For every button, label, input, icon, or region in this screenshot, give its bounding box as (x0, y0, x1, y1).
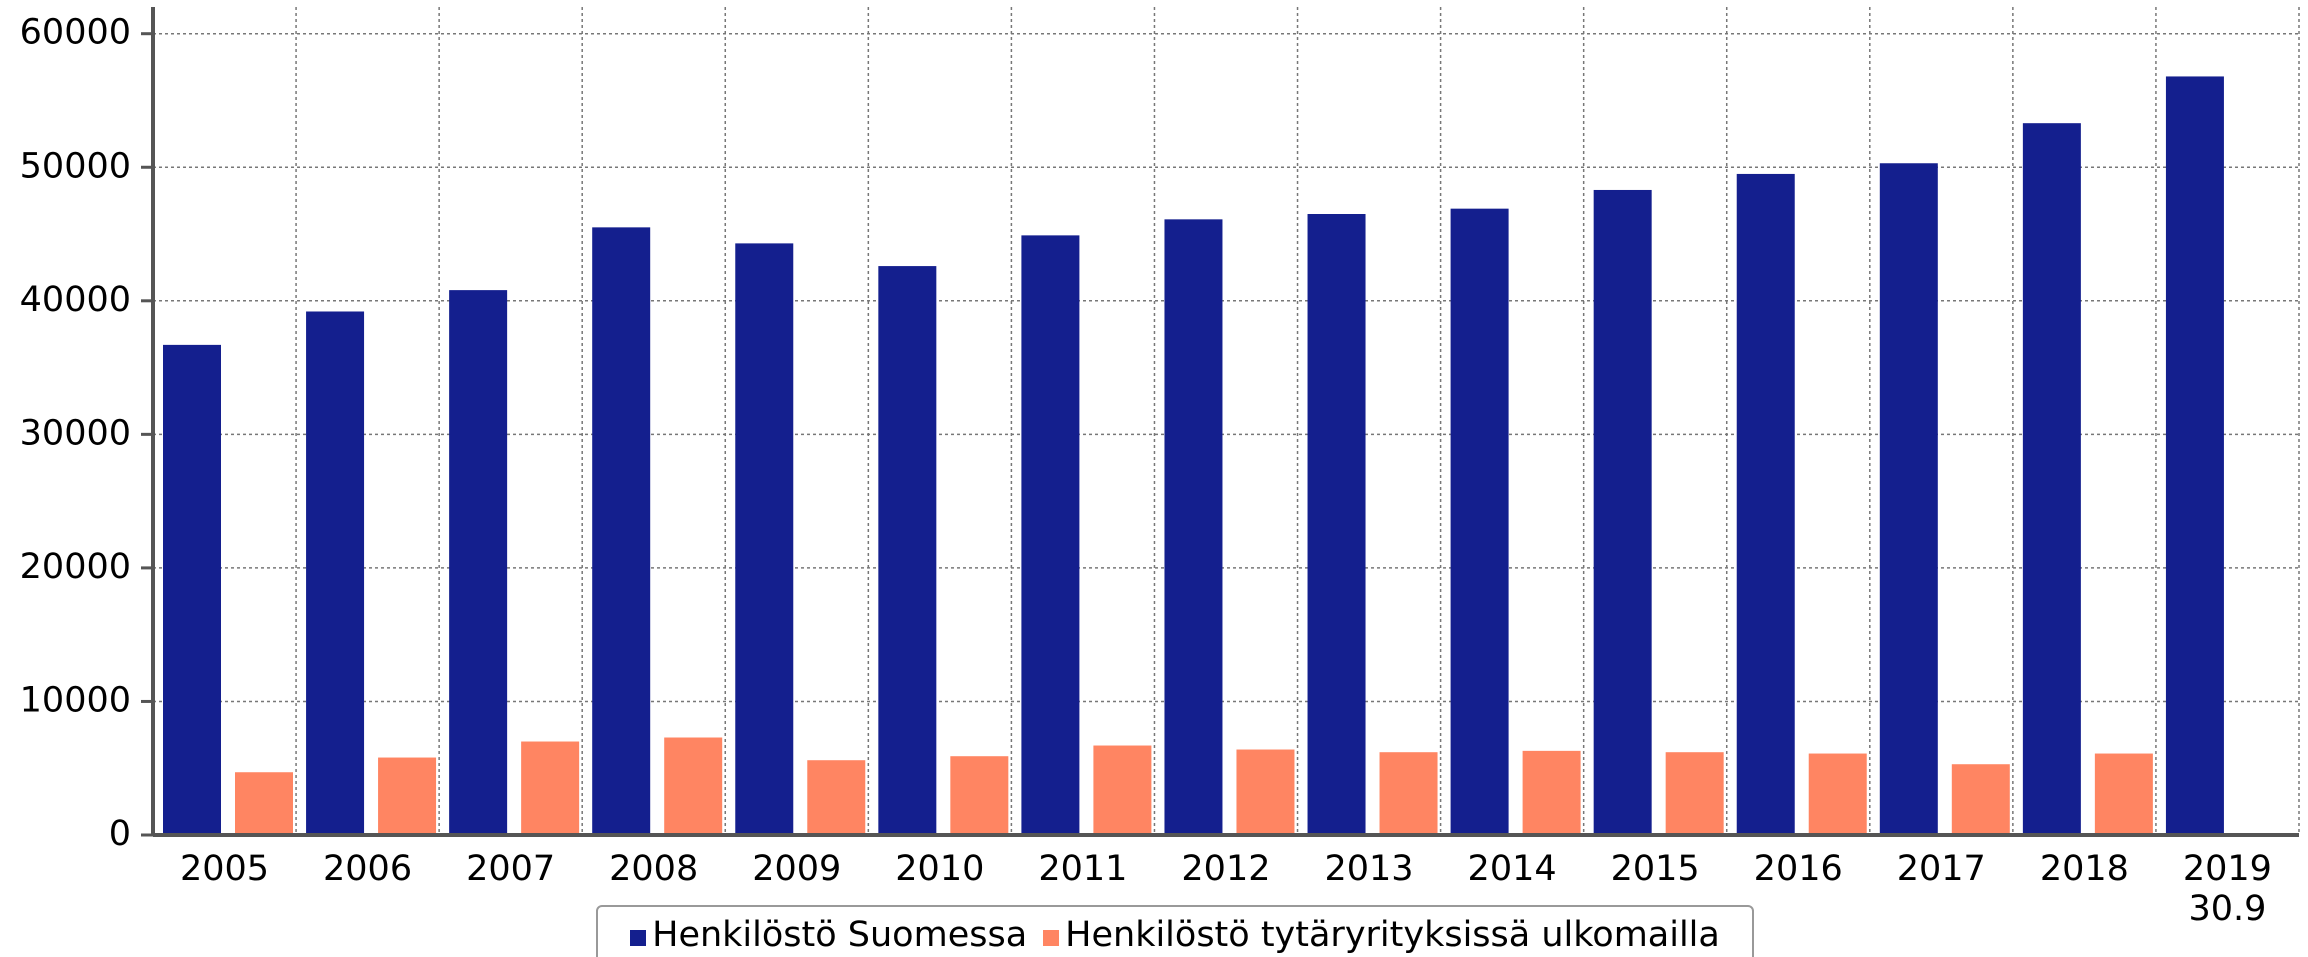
bar (306, 311, 365, 835)
x-tick-label: 2015 (1610, 849, 1700, 889)
bar (1665, 752, 1724, 835)
x-tick-label: 2018 (2039, 849, 2129, 889)
bar (2094, 753, 2153, 835)
bar (2022, 123, 2081, 836)
bar (807, 760, 866, 835)
x-tick-label: 2012 (1181, 849, 1271, 889)
bar (1951, 764, 2010, 835)
x-tick-label: 2014 (1467, 849, 1557, 889)
bar (592, 227, 651, 835)
y-tick-label: 50000 (20, 146, 131, 186)
legend-label: Henkilöstö tytäryrityksissä ulkomailla (1065, 915, 1720, 955)
y-tick-label: 40000 (20, 280, 131, 320)
x-tick-label: 2017 (1896, 849, 1986, 889)
bar (1021, 235, 1080, 835)
x-tick-label: 2016 (1753, 849, 1843, 889)
legend-item: Henkilöstö tytäryrityksissä ulkomailla (1043, 915, 1720, 955)
bar (1808, 753, 1867, 835)
bar (235, 772, 293, 835)
bar (1879, 163, 1938, 836)
x-tick-label: 2008 (609, 849, 699, 889)
bar (2165, 76, 2224, 835)
bar (1379, 752, 1438, 835)
bar (664, 737, 723, 835)
x-tick-label: 2006 (323, 849, 413, 889)
legend: Henkilöstö Suomessa Henkilöstö tytäryrity… (596, 905, 1754, 957)
bar (1450, 208, 1509, 835)
legend-swatch (630, 930, 647, 946)
bar (521, 741, 580, 835)
bar (163, 344, 221, 835)
bar (449, 290, 508, 836)
legend-label: Henkilöstö Suomessa (652, 915, 1028, 955)
y-tick-label: 10000 (20, 680, 131, 720)
y-tick-label: 30000 (20, 413, 131, 453)
legend-item: Henkilöstö Suomessa (630, 915, 1027, 955)
x-tick-label: 2013 (1324, 849, 1414, 889)
bar (1736, 173, 1795, 835)
bar (950, 756, 1009, 835)
x-tick-label: 2019 30.9 (2182, 849, 2272, 929)
x-tick-label: 2011 (1038, 849, 1128, 889)
bar (1307, 214, 1366, 835)
bar (1593, 189, 1652, 835)
bar (1093, 745, 1152, 835)
x-tick-label: 2010 (895, 849, 985, 889)
y-tick-label: 60000 (20, 13, 131, 53)
bar (378, 757, 437, 835)
x-tick-label: 2007 (466, 849, 556, 889)
bar (1164, 219, 1223, 836)
x-tick-label: 2009 (752, 849, 842, 889)
bar (1522, 750, 1581, 835)
legend-swatch (1043, 930, 1060, 946)
bar (878, 266, 937, 835)
bar (1236, 749, 1295, 835)
bar (735, 243, 794, 836)
y-tick-label: 0 (109, 814, 131, 854)
y-tick-label: 20000 (20, 547, 131, 587)
x-tick-label: 2005 (179, 849, 270, 889)
